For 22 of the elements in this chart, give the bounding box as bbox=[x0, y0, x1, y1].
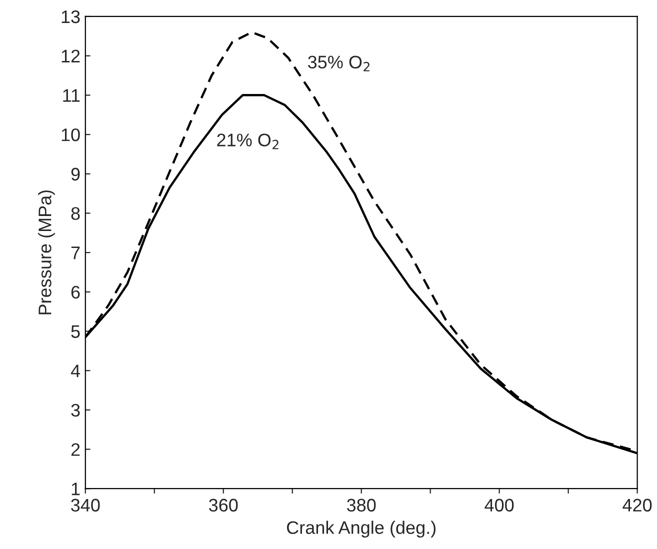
y-tick-label: 5 bbox=[71, 325, 80, 338]
y-tick-label: 12 bbox=[62, 50, 80, 62]
x-tick-label: 360 bbox=[209, 498, 238, 512]
y-axis-title: Pressure (MPa) bbox=[38, 190, 55, 314]
annotation: 21% O$_{2}$ bbox=[217, 134, 278, 150]
x-tick-label: 380 bbox=[346, 498, 376, 512]
y-tick-label: 13 bbox=[62, 10, 80, 24]
y-tick-label: 2 bbox=[71, 443, 80, 456]
y-tick-label: 9 bbox=[71, 168, 80, 181]
y-tick-label: 11 bbox=[63, 89, 80, 102]
y-tick-label: 1 bbox=[72, 482, 80, 496]
annotation: 35% O$_{2}$ bbox=[308, 56, 370, 72]
y-tick-label: 4 bbox=[70, 364, 80, 378]
x-tick-label: 400 bbox=[484, 498, 514, 512]
y-tick-label: 10 bbox=[62, 128, 80, 142]
y-tick-label: 7 bbox=[71, 246, 80, 260]
x-tick-label: 420 bbox=[622, 498, 652, 512]
y-tick-label: 6 bbox=[71, 286, 80, 299]
y-tick-label: 3 bbox=[71, 404, 80, 417]
y-tick-label: 8 bbox=[71, 207, 80, 220]
x-axis-title: Crank Angle (deg.) bbox=[287, 520, 436, 538]
x-tick-label: 340 bbox=[71, 498, 100, 512]
